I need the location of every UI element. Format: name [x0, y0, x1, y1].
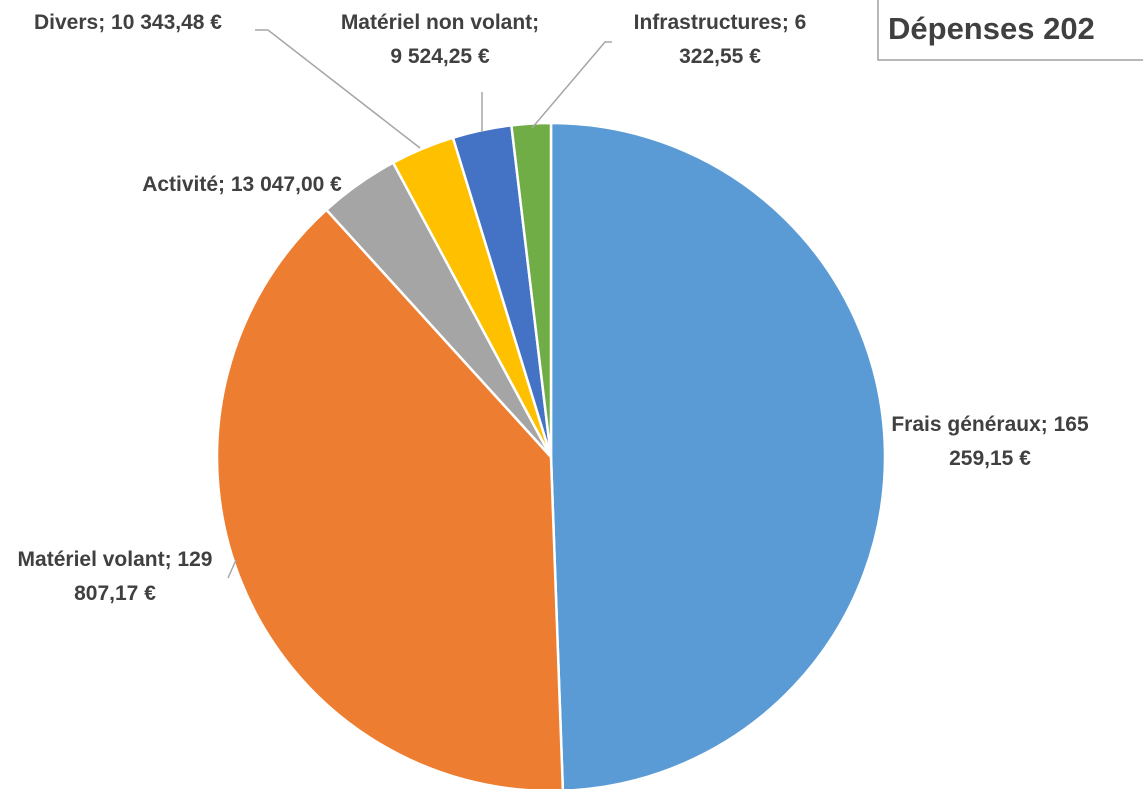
data-label: Divers; 10 343,48 €	[34, 11, 222, 34]
title-box	[877, 0, 1143, 61]
leader-line	[255, 29, 421, 149]
pie-slice	[215, 208, 565, 789]
data-label: Activité; 13 047,00 €	[142, 173, 342, 196]
data-label: Matériel volant; 129 807,17 €	[17, 548, 213, 605]
data-label: Frais généraux; 165 259,15 €	[891, 413, 1089, 470]
data-label: Infrastructures; 6 322,55 €	[633, 11, 807, 68]
data-label: Matériel non volant; 9 524,25 €	[340, 11, 540, 68]
leader-line	[227, 559, 237, 579]
leader-line	[531, 41, 612, 129]
chart-title: Dépenses 202	[888, 11, 1095, 46]
pie	[215, 121, 887, 789]
pie-slice	[549, 121, 887, 789]
pie-slice	[510, 121, 553, 458]
